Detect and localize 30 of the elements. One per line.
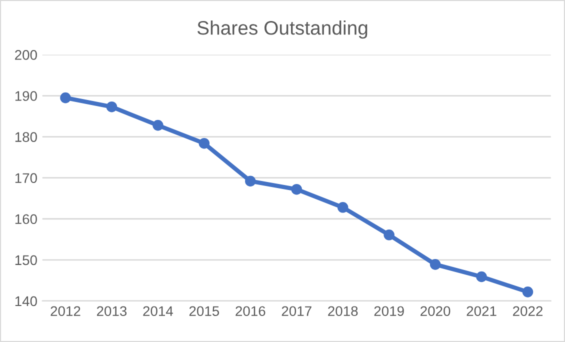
x-tick-label: 2015 [189,306,220,316]
point [337,202,348,213]
x-tick-label: 2020 [420,306,450,316]
y-tick-label: 180 [15,132,37,142]
point [430,259,441,270]
x-tick-label: 2017 [282,306,312,316]
x-tick-label: 2014 [143,306,173,316]
x-tick-label: 2022 [513,306,543,316]
point [384,230,394,240]
point [291,184,302,195]
chart-title: Shares Outstanding [197,20,368,39]
point [198,138,210,149]
x-tick-label: 2016 [236,306,266,316]
y-tick-label: 150 [15,255,37,266]
x-tick-label: 2013 [96,306,127,316]
point [476,271,487,282]
y-tick-label: 190 [15,91,37,101]
point [522,286,534,298]
x-tick-label: 2012 [50,306,80,316]
y-tick-label: 160 [15,214,37,224]
x-tick-label: 2018 [328,306,358,316]
point [152,120,164,131]
y-tick-label: 170 [15,173,37,184]
point [245,176,256,187]
point [60,92,71,104]
x-tick-label: 2021 [466,306,496,316]
y-tick-label: 140 [15,296,37,306]
point [106,101,118,112]
y-tick-label: 200 [15,50,37,60]
x-tick-label: 2019 [374,306,404,316]
